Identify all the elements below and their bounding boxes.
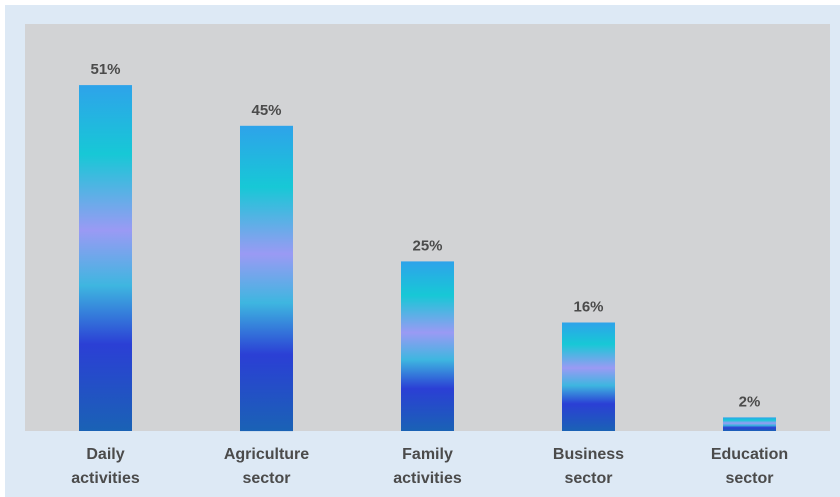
category-label-2-line-1: activities <box>393 470 462 487</box>
category-label-3-line-0: Business <box>553 446 624 463</box>
bar-2 <box>401 261 454 431</box>
value-label-4: 2% <box>739 393 761 410</box>
category-label-1: Agriculture sector <box>224 446 309 487</box>
category-label-1-line-1: sector <box>242 470 290 487</box>
category-label-0-line-1: activities <box>71 470 140 487</box>
category-label-1-line-0: Agriculture <box>224 446 309 463</box>
value-label-0: 51% <box>90 61 120 78</box>
category-label-0: Daily activities <box>71 446 140 487</box>
category-labels-group: Daily activities Agriculture sector Family ac… <box>71 446 788 487</box>
value-label-1: 45% <box>251 102 281 119</box>
bar-1 <box>240 125 293 432</box>
bars-group <box>79 85 776 432</box>
category-label-4-line-1: sector <box>725 470 773 487</box>
category-label-2-line-0: Family <box>402 446 453 463</box>
value-label-3: 16% <box>573 299 603 316</box>
category-label-3-line-1: sector <box>564 470 612 487</box>
bar-4 <box>723 417 776 431</box>
category-label-4-line-0: Education <box>711 446 788 463</box>
category-label-0-line-0: Daily <box>86 446 124 463</box>
category-label-3: Business sector <box>553 446 624 487</box>
value-label-2: 25% <box>412 237 442 254</box>
category-label-2: Family activities <box>393 446 462 487</box>
category-label-4: Education sector <box>711 446 788 487</box>
value-labels-group: 51% 45% 25% 16% 2% <box>90 61 760 410</box>
bar-3 <box>562 322 615 431</box>
bar-0 <box>79 85 132 431</box>
